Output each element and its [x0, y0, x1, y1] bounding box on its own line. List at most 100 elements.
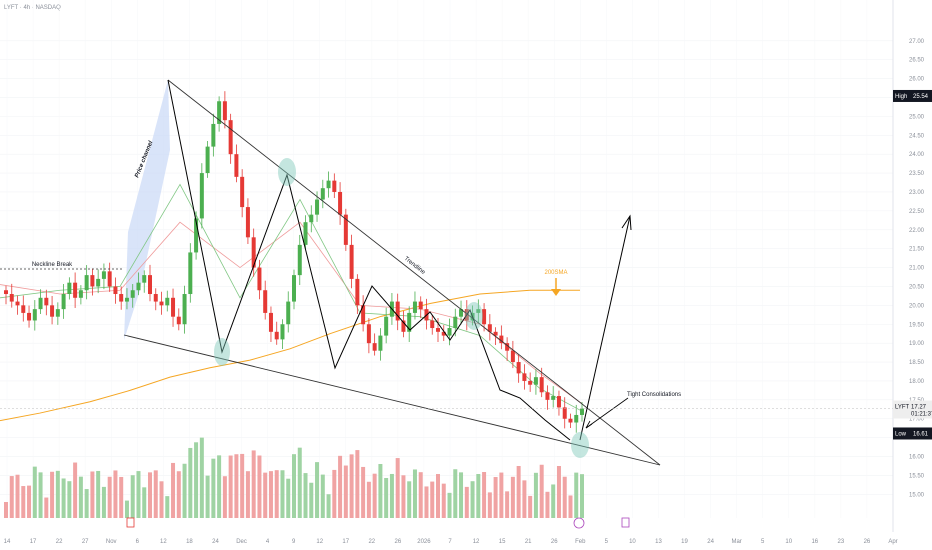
volume-bar: [303, 473, 308, 518]
price-tick-label: 24.50: [909, 133, 925, 139]
candle-body: [366, 324, 371, 344]
volume-bars: [4, 437, 584, 518]
volume-bar: [430, 481, 435, 518]
time-tick-label: 10: [785, 539, 792, 545]
candle-body: [217, 101, 222, 124]
price-axis: 27.0026.5026.0025.5025.0024.5024.0023.50…: [892, 0, 925, 532]
volume-bar: [441, 483, 446, 518]
volume-bar: [101, 486, 106, 518]
candle-body: [372, 343, 377, 351]
high-tag-bg: [893, 89, 932, 102]
volume-bar: [142, 487, 147, 518]
candle-body: [4, 290, 8, 295]
volume-bar: [78, 476, 83, 518]
volume-bar: [251, 450, 256, 518]
earnings-marker: [126, 517, 135, 528]
last-tag-countdown: 01:21:37: [911, 412, 932, 418]
price-tick-label: 21.00: [909, 266, 925, 272]
volume-bar: [188, 447, 193, 518]
volume-bar: [27, 485, 32, 518]
projection-arrow: [579, 215, 631, 441]
volume-bar: [4, 502, 8, 518]
volume-bar: [499, 472, 504, 518]
time-tick-label: 27: [82, 539, 89, 545]
volume-bar: [580, 474, 584, 518]
candle-body: [562, 407, 567, 419]
time-tick-label: 26: [864, 539, 871, 545]
candle-body: [412, 301, 417, 313]
price-channel-area: [124, 80, 170, 340]
candle-body: [9, 294, 14, 302]
volume-bar: [217, 455, 222, 518]
candle-body: [326, 180, 331, 189]
candle-body: [73, 282, 78, 298]
candle-body: [124, 297, 129, 302]
consolidation-label: Tight Consolidations: [627, 392, 681, 398]
candle-body: [176, 316, 181, 325]
volume-bar: [315, 462, 320, 518]
price-tick-label: 22.00: [909, 228, 925, 234]
price-tick-label: 23.00: [909, 190, 925, 196]
candle-body: [505, 343, 510, 351]
consolidation-pointer: [585, 397, 629, 429]
volume-bar: [320, 474, 325, 518]
volume-bar: [436, 474, 440, 518]
time-tick-label: 16: [811, 539, 818, 545]
price-tick-label: 19.50: [909, 322, 925, 328]
candle-body: [297, 244, 302, 276]
candle-body: [84, 275, 89, 291]
price-channel-shade: [124, 80, 170, 340]
volume-bar: [165, 496, 170, 518]
candle-body: [148, 275, 152, 295]
volume-bar: [107, 476, 112, 518]
volume-bar: [148, 472, 152, 518]
sma-label: 200SMA: [544, 270, 567, 276]
candle-body: [205, 146, 210, 174]
volume-bar: [257, 455, 262, 518]
volume-bar: [84, 489, 89, 518]
volume-bar: [228, 455, 233, 518]
candle-body: [539, 377, 544, 393]
volume-bar: [32, 466, 37, 518]
candle-body: [487, 324, 492, 332]
price-tick-label: 18.50: [909, 360, 925, 366]
price-tick-label: 21.50: [909, 247, 925, 253]
candle-body: [343, 214, 348, 245]
candle-body: [459, 309, 464, 317]
volume-bar: [482, 471, 487, 518]
candle-body: [274, 331, 279, 340]
candle-body: [395, 301, 400, 321]
volume-bar: [297, 447, 302, 518]
candle-body: [574, 414, 579, 423]
candle-body: [482, 309, 487, 325]
volume-bar: [159, 481, 164, 518]
volume-bar: [424, 486, 429, 518]
candle-body: [493, 331, 498, 336]
highlight-breakout: [465, 302, 483, 330]
volume-bar: [205, 475, 210, 518]
volume-bar: [551, 484, 556, 518]
volume-bar: [412, 469, 417, 518]
time-tick-label: 15: [499, 539, 506, 545]
last-tag-value: 17.27: [911, 405, 927, 411]
candle-body: [199, 173, 204, 219]
volume-bar: [136, 471, 141, 518]
volume-bar: [418, 472, 423, 518]
last-tag-symbol: LYFT: [895, 405, 910, 411]
time-tick-label: 9: [292, 539, 296, 545]
low-tag-text: Low: [895, 431, 907, 437]
candles: [4, 91, 584, 433]
volume-bar: [211, 458, 216, 518]
volume-bar: [15, 474, 20, 518]
neckline-label: Neckline Break: [32, 262, 73, 268]
time-tick-label: 6: [136, 539, 140, 545]
volume-bar: [539, 464, 544, 518]
volume-bar: [194, 442, 199, 518]
candle-body: [50, 305, 55, 317]
time-tick-label: Mar: [731, 539, 741, 545]
candle-body: [447, 328, 452, 336]
candle-body: [292, 275, 296, 302]
candle-body: [113, 286, 118, 295]
